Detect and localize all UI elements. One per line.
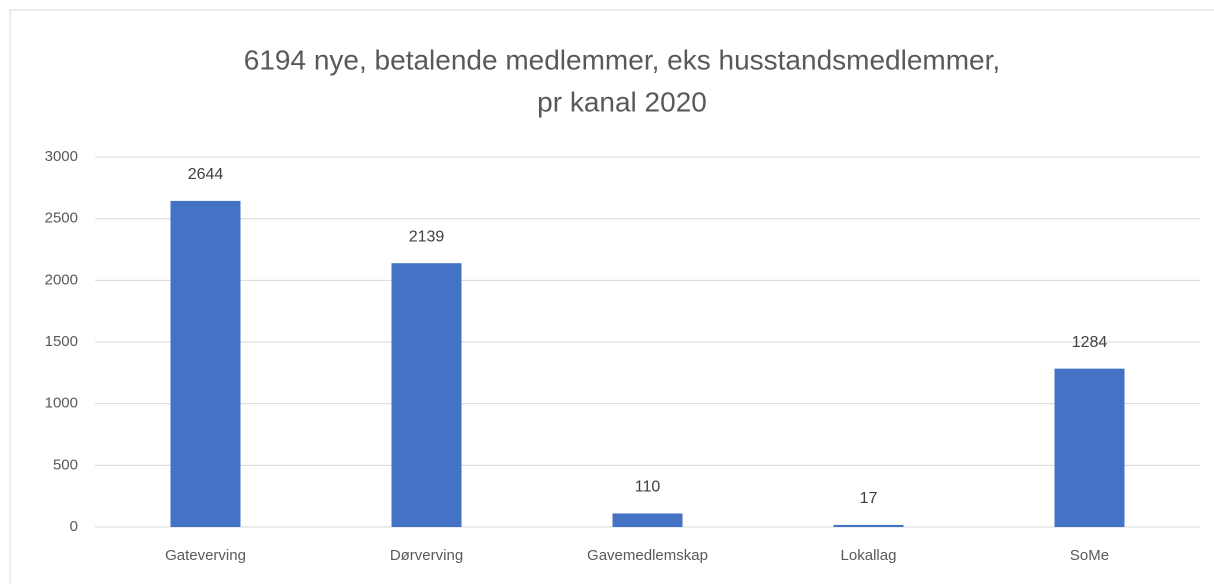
y-tick-label: 2000 [45,271,78,288]
y-tick-label: 2500 [45,210,78,227]
x-tick-label: Lokallag [841,547,897,564]
data-label: 17 [860,490,878,507]
x-tick-label: Dørverving [390,547,463,564]
data-label: 2139 [409,228,445,245]
data-label: 1284 [1072,334,1108,351]
chart-title-line: 6194 nye, betalende medlemmer, eks husst… [244,44,1000,75]
bar [612,513,683,527]
bar [1054,368,1125,527]
y-tick-label: 3000 [45,148,78,165]
data-label: 110 [635,479,661,496]
bar [833,524,904,527]
x-tick-label: Gavemedlemskap [587,547,708,564]
y-tick-label: 1500 [45,333,78,350]
y-tick-label: 0 [70,518,78,535]
y-tick-label: 1000 [45,395,78,412]
bar [391,263,462,527]
chart-title-line: pr kanal 2020 [537,86,707,117]
y-tick-label: 500 [53,456,78,473]
data-label: 2644 [188,166,224,183]
x-tick-label: SoMe [1070,547,1109,564]
bar [170,200,241,527]
x-tick-label: Gateverving [165,547,246,564]
